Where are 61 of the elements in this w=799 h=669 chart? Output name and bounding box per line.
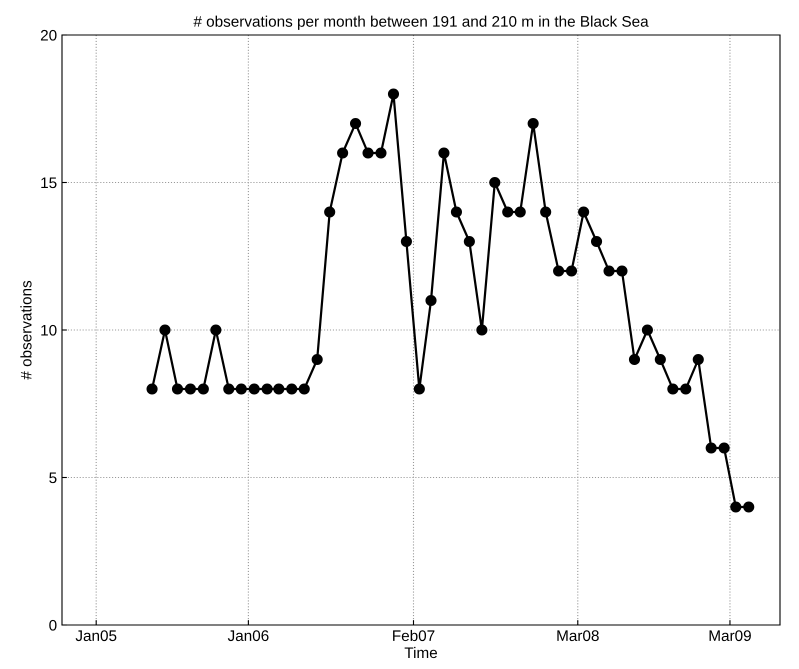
point: [388, 88, 400, 100]
point: [743, 501, 754, 513]
y-tick-label: 15: [41, 178, 56, 188]
point: [566, 265, 578, 277]
point: [718, 442, 730, 454]
point: [514, 206, 526, 218]
point: [590, 236, 602, 248]
x-tick-label: Mar09: [710, 630, 751, 642]
point: [236, 383, 247, 395]
point: [425, 294, 437, 306]
point: [540, 206, 552, 218]
point: [616, 265, 628, 277]
point: [489, 176, 500, 188]
point: [680, 383, 692, 395]
point: [528, 118, 539, 130]
x-tick-label: Mar08: [557, 630, 599, 642]
point: [553, 265, 564, 277]
point: [375, 147, 387, 159]
point: [298, 383, 310, 395]
x-tick-label: Jan06: [228, 630, 269, 642]
x-axis-title: Time: [404, 646, 438, 658]
point: [337, 147, 348, 159]
point: [223, 383, 234, 395]
point: [210, 324, 222, 336]
point: [642, 324, 653, 336]
point: [476, 324, 488, 336]
point: [578, 206, 590, 218]
y-axis-title: # observations: [20, 280, 32, 380]
point: [706, 442, 717, 454]
point: [464, 236, 475, 248]
point: [286, 383, 298, 395]
point: [362, 147, 374, 159]
point: [273, 383, 284, 395]
y-tick-label: 20: [40, 30, 57, 41]
point: [654, 354, 666, 366]
point: [146, 383, 158, 395]
x-tick-label: Feb07: [393, 630, 434, 642]
point: [262, 383, 273, 395]
point: [603, 265, 615, 277]
point: [667, 383, 678, 395]
point: [184, 383, 196, 395]
point: [502, 206, 514, 218]
x-tick-label: Jan05: [76, 630, 116, 642]
point: [692, 354, 704, 366]
point: [350, 118, 362, 130]
point: [414, 383, 425, 395]
point: [172, 383, 184, 395]
point: [324, 206, 336, 218]
y-tick-label: 0: [49, 620, 57, 631]
point: [450, 206, 462, 218]
chart-title: # observations per month between 191 and 210 m in the Black Sea: [193, 16, 649, 30]
point: [438, 147, 450, 159]
point: [730, 501, 742, 513]
point: [400, 236, 412, 248]
point: [312, 354, 323, 366]
point: [159, 324, 171, 336]
point: [628, 354, 640, 366]
point: [198, 383, 209, 395]
y-tick-label: 5: [49, 472, 56, 484]
y-tick-label: 10: [41, 324, 57, 336]
point: [248, 383, 260, 395]
